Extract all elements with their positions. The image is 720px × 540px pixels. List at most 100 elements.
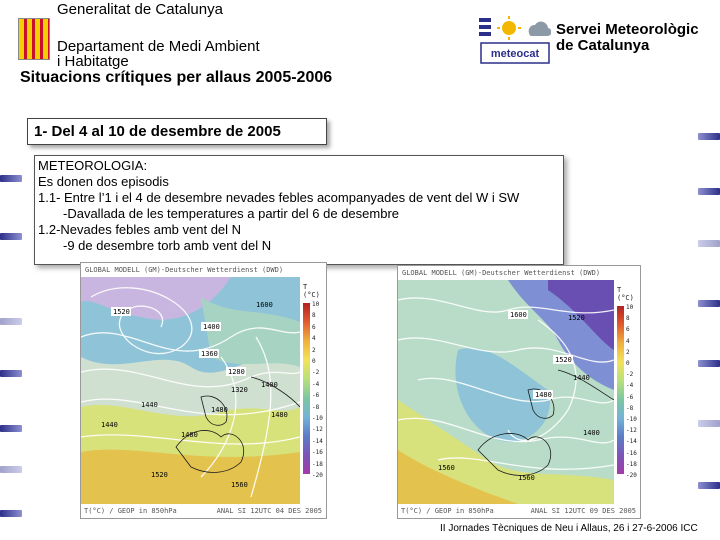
legend-tick: -4: [626, 382, 634, 390]
map-contour-label: 1280: [228, 368, 245, 376]
legend-tick: -14: [312, 437, 323, 445]
brand-logo-text: meteocat: [491, 48, 540, 60]
legend-tick: -10: [312, 415, 323, 422]
legend-tick: -8: [626, 404, 634, 412]
legend-title: T (°C): [617, 286, 634, 302]
left-stripe: [0, 370, 22, 377]
meteo-line: 1.1- Entre l’1 i el 4 de desembre nevade…: [38, 190, 520, 205]
map-header: GLOBAL MODELL (GM)-Deutscher Wetterdiens…: [398, 266, 640, 280]
map-footer-left: T(°C) / GEOP in 850hPa: [401, 507, 494, 515]
map-contour-label: 1480: [271, 411, 288, 419]
legend-tick: -16: [626, 449, 637, 457]
legend-tick: -8: [312, 403, 320, 411]
map-footer: T(°C) / GEOP in 850hPa ANAL SI 12UTC 09 …: [398, 504, 640, 518]
map-field: 1600 1520 1480 1440 1400 1560 1520 1560: [398, 280, 614, 504]
footer-note: II Jornades Tècniques de Neu i Allaus, 2…: [440, 523, 698, 534]
weather-map-dec-09: GLOBAL MODELL (GM)-Deutscher Wetterdiens…: [397, 265, 641, 519]
org-line-1: Generalitat de Catalunya: [57, 1, 223, 18]
left-stripe: [0, 318, 22, 325]
map-contour-label: 1360: [201, 350, 218, 358]
left-stripe: [0, 510, 22, 517]
map-contour-label: 1400: [583, 429, 600, 437]
map-footer-left: T(°C) / GEOP in 850hPa: [84, 507, 177, 515]
legend-tick: -2: [312, 369, 320, 377]
legend-tick: -18: [312, 460, 323, 468]
map-contour-label: 1440: [573, 374, 590, 382]
map-contour-label: 1600: [510, 311, 527, 319]
legend-tick: -6: [626, 393, 634, 401]
generalitat-logo: [18, 18, 50, 60]
map-contour-label: 1440: [141, 401, 158, 409]
left-stripe: [0, 175, 22, 182]
meteo-line: Es donen dos episodis: [38, 174, 169, 189]
legend-tick: -10: [626, 416, 637, 423]
legend-tick: -20: [312, 472, 323, 479]
weather-map-dec-04: GLOBAL MODELL (GM)-Deutscher Wetterdiens…: [80, 262, 327, 519]
legend-tick: 4: [312, 335, 316, 343]
map-contour-label: 1480: [211, 406, 228, 414]
map-contour-label: 1560: [518, 474, 535, 482]
legend-tick: -6: [312, 392, 320, 400]
map-contour-label: 1400: [203, 323, 220, 331]
service-line-1: Servei Meteorològic: [556, 21, 699, 38]
meteo-line: -9 de desembre torb amb vent del N: [63, 238, 272, 253]
map-contour-label: 1560: [231, 481, 248, 489]
map-footer-right: ANAL SI 12UTC 04 DES 2005: [216, 507, 322, 515]
right-stripe: [698, 300, 720, 307]
right-stripe: [698, 482, 720, 489]
map-footer: T(°C) / GEOP in 850hPa ANAL SI 12UTC 04 …: [81, 504, 326, 518]
right-stripe: [698, 188, 720, 195]
map-contour-label: 1480: [181, 431, 198, 439]
map-contour-label: 1520: [555, 356, 572, 364]
legend-tick: 4: [626, 337, 630, 345]
map-contour-label: 1320: [231, 386, 248, 394]
legend-tick: -4: [312, 380, 320, 388]
map-contour-label: 1440: [101, 421, 118, 429]
legend-tick: -16: [312, 449, 323, 457]
left-stripe: [0, 466, 22, 473]
legend-tick: 0: [626, 360, 630, 367]
section-title: 1- Del 4 al 10 de desembre de 2005: [34, 123, 281, 140]
legend-tick: 2: [312, 346, 316, 354]
legend-tick: -18: [626, 460, 637, 468]
legend-tick: 10: [626, 304, 634, 311]
left-stripe: [0, 425, 22, 432]
legend-tick: 8: [312, 312, 316, 320]
map-contour-label: 1560: [438, 464, 455, 472]
meteo-line: -Davallada de les temperatures a partir …: [63, 206, 400, 221]
temperature-legend: T (°C) 10 8 6 4 2 0 -2 -4 -6 -8 -10 -12 -14 -16 -18 -20: [300, 277, 326, 504]
legend-title: T (°C): [303, 283, 320, 299]
legend-tick: -12: [626, 427, 637, 435]
legend-tick: 6: [312, 323, 316, 331]
right-stripe: [698, 360, 720, 367]
map-contour-label: 1600: [256, 301, 273, 309]
legend-tick: 6: [626, 326, 630, 334]
temperature-legend: T (°C) 10 8 6 4 2 0 -2 -4 -6 -8 -10 -12 -14 -16 -18 -20: [614, 280, 640, 504]
right-stripe: [698, 133, 720, 140]
meteo-line: 1.2-Nevades febles amb vent del N: [38, 222, 242, 237]
org-line-2: Departament de Medi Ambient: [57, 38, 260, 55]
legend-tick: -2: [626, 371, 634, 379]
left-stripe: [0, 233, 22, 240]
map-contour-label: 1480: [535, 391, 552, 399]
legend-tick: -20: [626, 472, 637, 479]
page-title: Situacions crítiques per allaus 2005-200…: [20, 69, 333, 86]
map-contour-label: 1520: [568, 314, 585, 322]
map-footer-right: ANAL SI 12UTC 09 DES 2005: [530, 507, 636, 515]
right-stripe: [698, 240, 720, 247]
legend-tick: 10: [312, 301, 320, 308]
map-contour-label: 1520: [151, 471, 168, 479]
service-name: Servei Meteorològic de Catalunya: [556, 22, 699, 54]
map-contour-label: 1400: [261, 381, 278, 389]
legend-tick: 8: [626, 315, 630, 323]
legend-tick: 0: [312, 358, 316, 365]
meteorology-box: METEOROLOGIA: Es donen dos episodis 1.1-…: [34, 155, 564, 265]
map-header: GLOBAL MODELL (GM)-Deutscher Wetterdiens…: [81, 263, 326, 277]
service-line-2: de Catalunya: [556, 37, 650, 54]
map-field: 1520 1400 1360 1280 1320 1440 1480 1400 …: [81, 277, 300, 504]
meteo-heading: METEOROLOGIA:: [38, 158, 148, 173]
legend-tick: -12: [312, 426, 323, 434]
org-line-3: i Habitatge: [57, 53, 129, 70]
meteocat-logo: meteocat: [479, 16, 551, 64]
legend-tick: 2: [626, 348, 630, 356]
